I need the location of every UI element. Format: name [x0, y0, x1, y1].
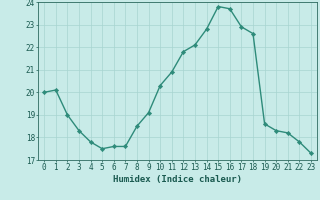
X-axis label: Humidex (Indice chaleur): Humidex (Indice chaleur)	[113, 175, 242, 184]
